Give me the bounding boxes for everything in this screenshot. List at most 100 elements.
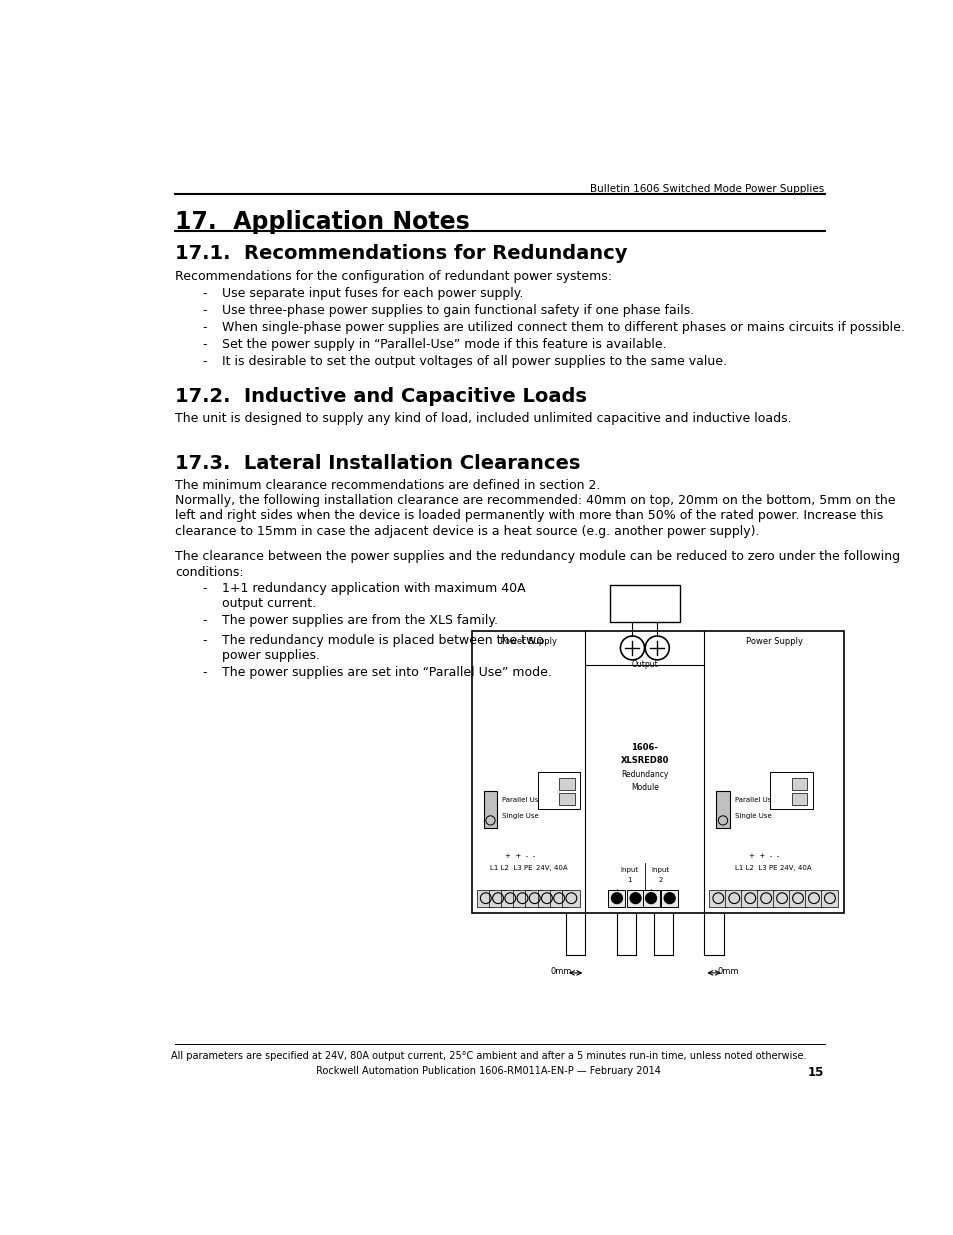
Text: 1: 1 [626,877,631,883]
Text: L1 L2  L3 PE: L1 L2 L3 PE [489,864,532,871]
Text: 40A: 40A [636,599,653,608]
FancyBboxPatch shape [513,889,531,906]
Text: It is desirable to set the output voltages of all power supplies to the same val: It is desirable to set the output voltag… [221,354,726,368]
Circle shape [630,893,640,904]
Circle shape [611,893,621,904]
FancyBboxPatch shape [500,889,518,906]
Text: The power supplies are set into “Parallel Use” mode.: The power supplies are set into “Paralle… [221,667,551,679]
FancyBboxPatch shape [660,889,678,906]
Text: 17.  Application Notes: 17. Application Notes [174,210,469,233]
Text: OK: OK [773,787,782,793]
Text: 0mm: 0mm [550,967,571,976]
FancyBboxPatch shape [525,889,542,906]
Text: Output: Output [631,661,658,669]
FancyBboxPatch shape [791,793,806,805]
FancyBboxPatch shape [609,585,679,621]
Text: -: - [202,321,207,333]
FancyBboxPatch shape [626,889,643,906]
Text: OK: OK [540,787,550,793]
Text: Single Use: Single Use [501,813,538,819]
Text: Single Use: Single Use [734,813,771,819]
Text: DC: DC [540,776,550,781]
Text: All parameters are specified at 24V, 80A output current, 25°C ambient and after : All parameters are specified at 24V, 80A… [171,1051,806,1061]
Text: conditions:: conditions: [174,566,243,578]
FancyBboxPatch shape [803,889,821,906]
Text: -: - [667,888,671,897]
Text: Power Supply: Power Supply [745,637,801,646]
Text: DC: DC [773,776,782,781]
Text: Bulletin 1606 Switched Mode Power Supplies: Bulletin 1606 Switched Mode Power Suppli… [590,184,823,194]
FancyBboxPatch shape [537,889,555,906]
FancyBboxPatch shape [558,778,575,790]
Text: Parallel Use: Parallel Use [501,798,542,803]
Text: L1 L2  L3 PE: L1 L2 L3 PE [735,864,777,871]
Text: Input: Input [651,867,669,873]
FancyBboxPatch shape [740,889,758,906]
FancyBboxPatch shape [476,889,494,906]
Text: The unit is designed to supply any kind of load, included unlimited capacitive a: The unit is designed to supply any kind … [174,412,791,425]
Text: 24V, 40A: 24V, 40A [536,864,567,871]
Text: -: - [202,304,207,316]
FancyBboxPatch shape [716,792,729,829]
Circle shape [645,893,656,904]
Text: The minimum clearance recommendations are defined in section 2.: The minimum clearance recommendations ar… [174,479,599,493]
Text: 1606-: 1606- [631,742,658,752]
Text: +: + [613,888,619,897]
Text: Power Supply: Power Supply [499,637,557,646]
Text: -: - [202,634,207,647]
Text: -: - [634,888,637,897]
Text: 15: 15 [807,1066,823,1079]
Text: Load: Load [634,613,655,621]
FancyBboxPatch shape [724,889,742,906]
Text: +: + [647,888,654,897]
Text: 17.3.  Lateral Installation Clearances: 17.3. Lateral Installation Clearances [174,454,579,473]
Text: Parallel Use: Parallel Use [734,798,775,803]
FancyBboxPatch shape [488,889,506,906]
Text: -: - [202,337,207,351]
FancyBboxPatch shape [608,889,625,906]
Text: Module: Module [630,783,659,792]
FancyBboxPatch shape [549,889,567,906]
Text: Redundancy: Redundancy [620,769,668,778]
Text: 1+1 redundancy application with maximum 40A: 1+1 redundancy application with maximum … [221,582,524,595]
Text: +  +  -  -: + + - - [748,852,779,858]
FancyBboxPatch shape [708,889,726,906]
Text: The clearance between the power supplies and the redundancy module can be reduce: The clearance between the power supplies… [174,550,900,563]
FancyBboxPatch shape [772,889,790,906]
FancyBboxPatch shape [472,631,843,913]
Text: output current.: output current. [221,597,315,610]
Text: power supplies.: power supplies. [221,650,319,662]
Text: -: - [202,667,207,679]
Text: When single-phase power supplies are utilized connect them to different phases o: When single-phase power supplies are uti… [221,321,903,333]
Text: 0mm: 0mm [718,967,739,976]
Text: -: - [202,354,207,368]
FancyBboxPatch shape [820,889,838,906]
Text: Use separate input fuses for each power supply.: Use separate input fuses for each power … [221,287,522,300]
Text: -: - [202,582,207,595]
FancyBboxPatch shape [483,792,497,829]
Text: Input: Input [619,867,638,873]
Text: 24V, 40A: 24V, 40A [780,864,811,871]
Text: Rockwell Automation Publication 1606-RM011A-EN-P — February 2014: Rockwell Automation Publication 1606-RM0… [316,1066,660,1076]
Text: 2: 2 [658,877,661,883]
Circle shape [663,893,675,904]
FancyBboxPatch shape [642,889,659,906]
FancyBboxPatch shape [769,772,812,809]
Text: +  +  -  -: + + - - [505,852,535,858]
FancyBboxPatch shape [756,889,774,906]
Text: Set the power supply in “Parallel-Use” mode if this feature is available.: Set the power supply in “Parallel-Use” m… [221,337,665,351]
Text: left and right sides when the device is loaded permanently with more than 50% of: left and right sides when the device is … [174,509,882,522]
Text: XLSRED80: XLSRED80 [620,756,668,764]
FancyBboxPatch shape [537,772,579,809]
Text: Recommendations for the configuration of redundant power systems:: Recommendations for the configuration of… [174,270,612,283]
Text: 17.2.  Inductive and Capacitive Loads: 17.2. Inductive and Capacitive Loads [174,387,586,406]
FancyBboxPatch shape [791,778,806,790]
Text: clearance to 15mm in case the adjacent device is a heat source (e.g. another pow: clearance to 15mm in case the adjacent d… [174,525,759,537]
Text: The power supplies are from the XLS family.: The power supplies are from the XLS fami… [221,614,497,627]
Text: -: - [202,287,207,300]
Text: -: - [202,614,207,627]
Text: max.: max. [633,585,656,594]
FancyBboxPatch shape [561,889,579,906]
Text: Use three-phase power supplies to gain functional safety if one phase fails.: Use three-phase power supplies to gain f… [221,304,693,316]
Text: 17.1.  Recommendations for Redundancy: 17.1. Recommendations for Redundancy [174,245,627,263]
